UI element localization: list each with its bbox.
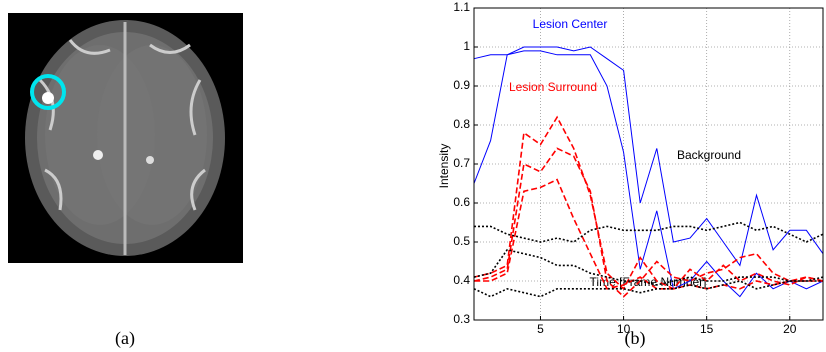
y-tick-label: 0.8: [453, 117, 470, 131]
figure-canvas: (a) (b) Intensity Time [Frame Number] 0.…: [0, 0, 826, 352]
y-tick-label: 1.1: [453, 0, 470, 14]
caption: (a): [115, 328, 135, 349]
brain-image: [8, 13, 243, 263]
series-label: Background: [677, 148, 741, 162]
y-tick-label: 0.3: [453, 312, 470, 326]
y-tick-label: 0.6: [453, 195, 470, 209]
y-axis-label: Intensity: [437, 144, 451, 189]
x-tick-label: 5: [537, 322, 544, 336]
figure: (a) (b) Intensity Time [Frame Number] 0.…: [0, 0, 826, 352]
x-tick-label: 10: [617, 322, 631, 336]
series-label: Lesion Surround: [509, 80, 597, 94]
series-label: Lesion Center: [533, 17, 608, 31]
x-tick-label: 20: [783, 322, 797, 336]
y-tick-label: 1: [463, 39, 470, 53]
y-tick-label: 0.4: [453, 273, 470, 287]
series-line: [474, 180, 823, 289]
y-tick-label: 0.5: [453, 234, 470, 248]
y-tick-label: 0.9: [453, 78, 470, 92]
y-tick-label: 0.7: [453, 156, 470, 170]
x-tick-label: 15: [700, 322, 714, 336]
